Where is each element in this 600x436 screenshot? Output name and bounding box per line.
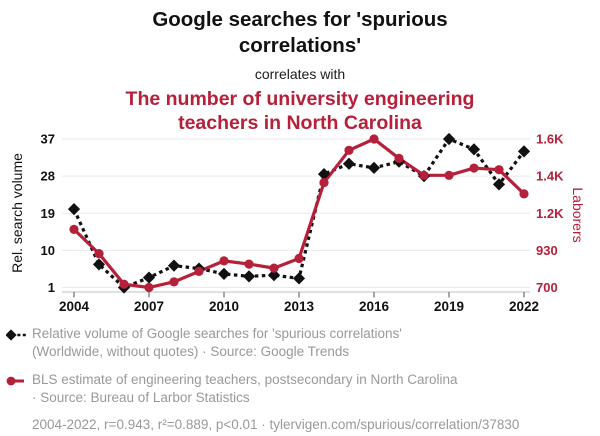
svg-text:2013: 2013 bbox=[284, 299, 315, 314]
chart-subtitle: The number of university engineering tea… bbox=[125, 87, 475, 135]
svg-text:1.6K: 1.6K bbox=[536, 132, 564, 147]
plot-area: 1 700 10 930 19 1.2K 28 1.4K 37 1.6K 2004 2007 2010 2… bbox=[41, 132, 565, 315]
svg-text:37: 37 bbox=[41, 132, 55, 147]
svg-text:700: 700 bbox=[536, 280, 558, 295]
legend-label-google-trends: Relative volume of Google searches for '… bbox=[32, 326, 402, 359]
svg-text:2019: 2019 bbox=[434, 299, 464, 314]
chart-title: Google searches for 'spurious correlatio… bbox=[152, 8, 448, 57]
chart-legend: Relative volume of Google searches for '… bbox=[6, 325, 594, 432]
svg-text:1.4K: 1.4K bbox=[536, 169, 564, 184]
legend-label-bls: BLS estimate of engineering teachers, po… bbox=[32, 371, 458, 405]
svg-text:2007: 2007 bbox=[134, 299, 164, 314]
footer-stats: 2004-2022, r=0.943, r²=0.889, p<0.01 · t… bbox=[32, 416, 520, 432]
svg-text:19: 19 bbox=[41, 206, 55, 221]
circle-solid-marker-icon bbox=[6, 376, 24, 386]
svg-text:930: 930 bbox=[536, 243, 558, 258]
svg-text:2010: 2010 bbox=[209, 299, 239, 314]
legend-item-google-trends: Relative volume of Google searches for '… bbox=[6, 325, 594, 361]
svg-text:2016: 2016 bbox=[359, 299, 390, 314]
correlates-with-label: correlates with bbox=[254, 65, 346, 82]
svg-text:1.2K: 1.2K bbox=[536, 206, 564, 221]
diamond-dashed-marker-icon bbox=[6, 329, 26, 341]
svg-text:2022: 2022 bbox=[509, 299, 539, 314]
svg-text:10: 10 bbox=[41, 243, 55, 258]
svg-text:1: 1 bbox=[48, 280, 55, 295]
legend-item-bls: BLS estimate of engineering teachers, po… bbox=[6, 371, 594, 407]
chart-header: Google searches for 'spurious correlatio… bbox=[0, 7, 600, 136]
svg-text:28: 28 bbox=[41, 169, 55, 184]
svg-text:2004: 2004 bbox=[59, 299, 90, 314]
